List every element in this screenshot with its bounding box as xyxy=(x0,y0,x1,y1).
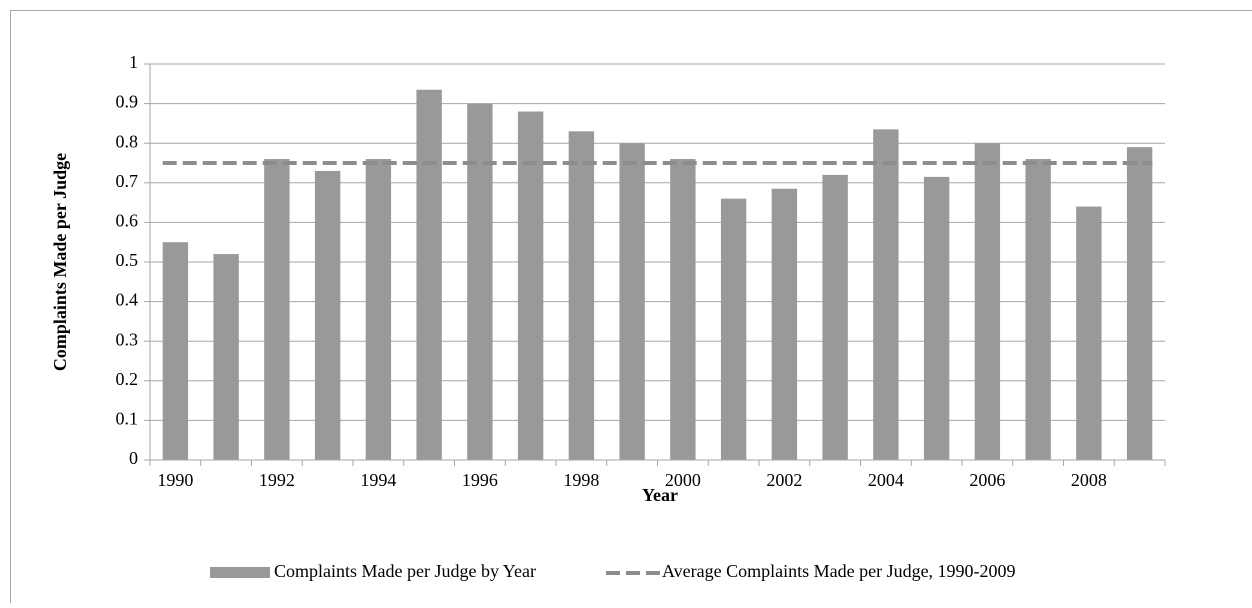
bar xyxy=(569,131,594,460)
bar xyxy=(213,254,238,460)
x-tick-label: 2000 xyxy=(665,470,701,490)
bar xyxy=(416,90,441,460)
bar xyxy=(1025,159,1050,460)
y-tick-label: 0.8 xyxy=(116,131,139,151)
bar xyxy=(721,199,746,460)
x-tick-label: 1996 xyxy=(462,470,498,490)
y-tick-label: 0.1 xyxy=(116,409,139,429)
y-tick-label: 0.2 xyxy=(116,369,139,389)
y-tick-label: 1 xyxy=(129,52,138,72)
y-tick-label: 0.9 xyxy=(116,92,139,112)
bar xyxy=(315,171,340,460)
bar xyxy=(264,159,289,460)
y-tick-label: 0.6 xyxy=(116,211,139,231)
bar xyxy=(163,242,188,460)
x-tick-label: 1990 xyxy=(157,470,193,490)
y-tick-label: 0.7 xyxy=(116,171,139,191)
x-tick-label: 2002 xyxy=(766,470,802,490)
y-tick-label: 0.4 xyxy=(116,290,139,310)
x-tick-label: 1998 xyxy=(563,470,599,490)
x-tick-label: 2004 xyxy=(868,470,904,490)
x-tick-label: 2008 xyxy=(1071,470,1107,490)
bar xyxy=(366,159,391,460)
bar xyxy=(467,104,492,460)
bar xyxy=(924,177,949,460)
x-tick-label: 1992 xyxy=(259,470,295,490)
y-tick-label: 0 xyxy=(129,448,138,468)
legend-label: Average Complaints Made per Judge, 1990-… xyxy=(662,561,1016,581)
x-tick-label: 2006 xyxy=(969,470,1005,490)
bar xyxy=(619,143,644,460)
bar xyxy=(772,189,797,460)
legend-label: Complaints Made per Judge by Year xyxy=(274,561,536,581)
bar xyxy=(822,175,847,460)
bar xyxy=(1127,147,1152,460)
bar xyxy=(873,129,898,460)
y-axis-title: Complaints Made per Judge xyxy=(50,153,70,371)
x-tick-label: 1994 xyxy=(360,470,396,490)
bar xyxy=(1076,207,1101,460)
y-tick-label: 0.3 xyxy=(116,329,139,349)
bar xyxy=(670,159,695,460)
bar xyxy=(975,143,1000,460)
y-tick-label: 0.5 xyxy=(116,250,139,270)
legend-swatch xyxy=(210,567,270,578)
